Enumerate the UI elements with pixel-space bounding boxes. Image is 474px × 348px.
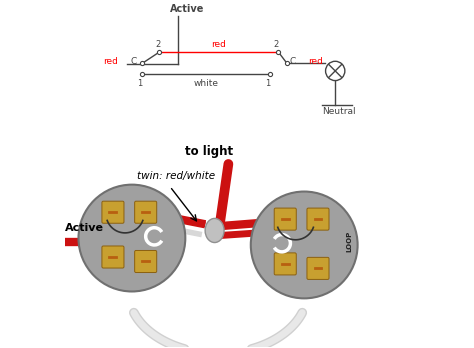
Text: 2: 2 (273, 40, 278, 48)
Ellipse shape (205, 219, 224, 243)
Text: Active: Active (170, 4, 204, 14)
Text: 1: 1 (137, 79, 143, 87)
Circle shape (251, 191, 357, 298)
FancyBboxPatch shape (135, 251, 157, 272)
FancyBboxPatch shape (274, 208, 296, 230)
Text: Active: Active (64, 223, 104, 233)
FancyBboxPatch shape (307, 258, 329, 279)
Text: twin: red/white: twin: red/white (137, 172, 215, 181)
Text: red: red (308, 57, 322, 66)
Text: LOOP: LOOP (346, 231, 352, 252)
FancyBboxPatch shape (135, 201, 157, 223)
Text: red: red (103, 57, 118, 66)
Text: C: C (130, 57, 137, 66)
FancyBboxPatch shape (274, 253, 296, 275)
FancyBboxPatch shape (102, 201, 124, 223)
Text: red: red (211, 40, 226, 48)
Text: 2: 2 (156, 40, 161, 48)
Text: Neutral: Neutral (322, 107, 356, 116)
Text: C: C (290, 57, 296, 66)
Text: 1: 1 (264, 79, 270, 87)
Text: white: white (193, 79, 219, 87)
FancyBboxPatch shape (102, 246, 124, 268)
Text: to light: to light (185, 145, 234, 158)
Circle shape (79, 185, 185, 292)
FancyBboxPatch shape (307, 208, 329, 230)
